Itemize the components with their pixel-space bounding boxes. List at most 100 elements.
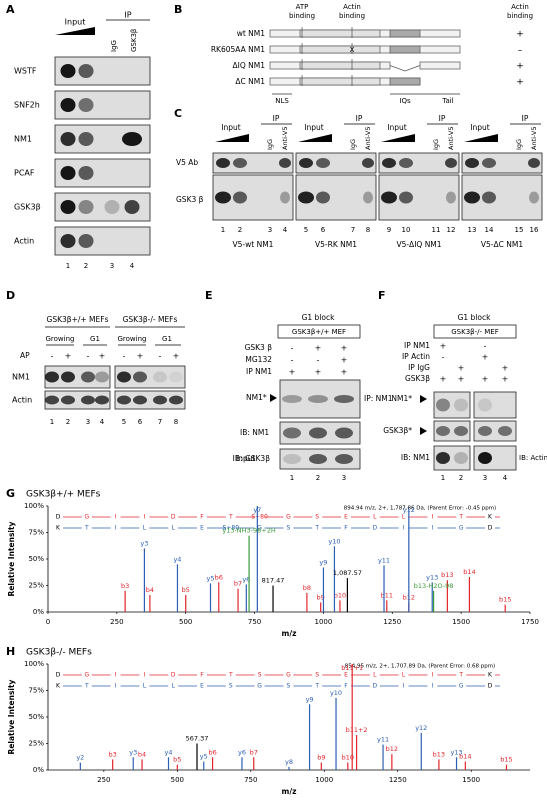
blot	[433, 391, 471, 419]
label: I	[403, 683, 405, 690]
residue-bg	[312, 671, 323, 679]
blot	[461, 152, 543, 174]
domain	[389, 29, 421, 38]
label: S+80	[251, 514, 268, 521]
label: ATP	[296, 3, 309, 11]
blot	[378, 152, 460, 174]
label: IP	[124, 11, 131, 20]
peak-label: b15	[500, 756, 512, 764]
label: G1 block	[302, 313, 336, 322]
label: L	[172, 683, 176, 690]
label: IP	[439, 114, 446, 123]
label: V5-ΔIQ NM1	[396, 240, 441, 249]
domain	[299, 29, 381, 38]
residue-bg	[283, 513, 294, 521]
label: AP	[20, 351, 30, 360]
band	[363, 191, 373, 204]
peak-label: y6	[242, 575, 250, 583]
label: -	[484, 342, 487, 351]
peak-label: y11	[377, 736, 389, 744]
label: +	[173, 352, 180, 361]
residue-bg	[81, 513, 92, 521]
band	[478, 398, 492, 412]
residue-bg	[225, 682, 236, 690]
peak-label: b6	[208, 748, 216, 756]
arrow	[270, 394, 277, 402]
label: I	[432, 683, 434, 690]
peak-label: b9	[317, 754, 325, 762]
label: S	[286, 525, 290, 532]
y-tick-label: 50%	[28, 555, 44, 563]
y-tick-label: 75%	[28, 687, 44, 695]
band	[482, 191, 496, 204]
label: 2	[238, 226, 242, 234]
label: GSK3β-/- MEFs	[123, 315, 178, 324]
label: Tail	[441, 97, 453, 105]
domain	[299, 45, 381, 54]
band	[122, 132, 142, 146]
frame	[433, 324, 517, 339]
label: IP IgG	[408, 363, 430, 372]
x-tick-label: 250	[97, 776, 110, 784]
label: IP	[273, 114, 280, 123]
band	[362, 158, 374, 168]
x-tick-label: 1500	[462, 776, 480, 784]
wedge	[215, 134, 249, 142]
label: H	[6, 645, 15, 658]
residue-bg	[427, 524, 438, 532]
label: E	[344, 514, 348, 521]
label: Actin	[12, 396, 32, 405]
residue-bg	[369, 671, 380, 679]
label: 1	[290, 474, 294, 482]
label: 9	[387, 226, 391, 234]
residue-bg	[254, 524, 265, 532]
label: 16	[530, 226, 539, 234]
label: D	[56, 514, 61, 521]
x-tick-label: 1250	[383, 618, 401, 626]
label: T	[458, 514, 463, 521]
label: ΔC NM1	[235, 77, 265, 86]
label: 8	[366, 226, 370, 234]
residue-bg	[254, 513, 265, 521]
label: IQs	[399, 97, 411, 105]
residue-bg	[110, 524, 121, 532]
x-tick-label: 1250	[389, 776, 407, 784]
label: Anti-V5	[364, 127, 372, 150]
label: IP NM1	[404, 341, 430, 350]
band	[454, 426, 468, 436]
label: 5	[304, 226, 308, 234]
band	[335, 454, 353, 464]
peak-label: y4	[173, 555, 181, 563]
residue-bg	[53, 671, 63, 679]
label: -	[51, 352, 54, 361]
residue-bg	[53, 682, 63, 690]
residue-bg	[398, 524, 409, 532]
residue-bg	[341, 524, 351, 532]
band	[95, 395, 109, 405]
residue-bg	[398, 671, 409, 679]
label: 2	[66, 418, 70, 426]
label: D	[171, 514, 176, 521]
label: Actin	[511, 3, 529, 11]
band	[308, 395, 328, 403]
peak-label: y5	[207, 574, 215, 582]
label: I	[115, 683, 117, 690]
label: +	[99, 352, 106, 361]
band	[78, 132, 94, 146]
band	[465, 158, 479, 168]
label: 1	[66, 262, 70, 270]
residue-bg	[485, 524, 495, 532]
residue-bg	[168, 524, 179, 532]
label: L	[373, 672, 377, 679]
residue-bg	[197, 524, 207, 532]
label: B	[174, 3, 182, 16]
label: T	[314, 683, 319, 690]
label: Input	[470, 123, 489, 132]
band	[299, 158, 313, 168]
label: 6	[138, 418, 143, 426]
label: L	[402, 672, 406, 679]
label: m/z	[282, 787, 297, 796]
peak-label: y8	[285, 758, 293, 766]
label: I	[432, 514, 434, 521]
label: G1	[90, 335, 100, 343]
